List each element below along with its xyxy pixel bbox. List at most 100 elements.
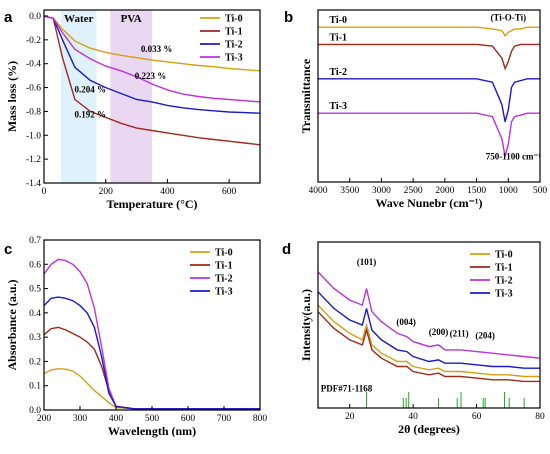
x-tick-label: 200: [99, 187, 114, 197]
y-tick-label: 0.7: [29, 236, 41, 246]
y-tick-label: 0.1: [29, 382, 41, 392]
panel-c: 200 300 400 500 600 700 800 0.0 0.1 0.2 0.3 0.4 0.5 0…: [4, 236, 267, 438]
x-tick-label: 500: [533, 186, 548, 196]
series-line-Ti-0: [43, 15, 261, 72]
y-tick-label: -0.2: [26, 36, 41, 46]
panel-a: Water PVA 0 200 400 600 0.0 -0.2 -0.4 -0.6 -0.8 -1.…: [4, 9, 261, 211]
legend-label-Ti-0: Ti-0: [225, 14, 243, 25]
series-line-Ti-2: [317, 271, 541, 359]
legend-label-Ti-1: Ti-1: [215, 261, 233, 272]
y-tick-label: -1.2: [26, 155, 41, 165]
series-label-Ti-3: Ti-3: [329, 101, 347, 112]
series-line-Ti-0: [317, 304, 540, 378]
y-tick-label: 0.3: [29, 333, 41, 343]
series-line-Ti-1: [317, 311, 540, 383]
x-tick-label: 600: [222, 187, 237, 197]
x-tick-label: 800: [253, 414, 268, 424]
annotation-0: (Ti-O-Ti): [490, 12, 526, 22]
series-line-Ti-0: [43, 367, 260, 410]
x-tick-label: 1000: [499, 186, 518, 196]
y-tick-label: 0.5: [29, 285, 41, 295]
annotation-1: 750-1100 cm⁻¹: [486, 152, 541, 162]
x-tick-label: 80: [535, 412, 545, 422]
x-tick-label: 200: [37, 414, 52, 424]
x-tick-label: 20: [345, 412, 355, 422]
y-tick-label: 0.4: [29, 309, 41, 319]
annotation-0: (101): [357, 257, 377, 267]
annotation-2: 0.204 %: [75, 84, 107, 94]
series-line-Ti-1: [43, 326, 260, 410]
legend-label-Ti-3: Ti-3: [225, 53, 243, 64]
legend-label-Ti-2: Ti-2: [215, 274, 233, 285]
region-label-1: PVA: [121, 13, 142, 25]
region-label-0: Water: [64, 13, 93, 25]
y-axis-label: Mass loss (%): [5, 61, 19, 132]
legend-label-Ti-1: Ti-1: [225, 27, 243, 38]
x-tick-label: 0: [42, 187, 47, 197]
legend-label-Ti-3: Ti-3: [215, 287, 233, 298]
y-tick-label: -0.6: [26, 84, 41, 94]
series-label-Ti-0: Ti-0: [329, 15, 347, 26]
series-line-Ti-3: [43, 296, 260, 410]
x-axis-label: Wavelength (nm): [108, 424, 196, 438]
series-line-Ti-3: [43, 15, 261, 103]
annotation-1: 0.223 %: [135, 71, 167, 81]
annotation-3: (211): [450, 329, 469, 339]
x-tick-label: 400: [109, 414, 124, 424]
panel-letter: a: [4, 9, 13, 26]
y-tick-label: -1.4: [26, 179, 41, 189]
series-line-Ti-3: [317, 291, 540, 369]
series-line-Ti-3: [318, 112, 540, 157]
y-tick-label: -0.4: [26, 60, 41, 70]
x-tick-label: 700: [217, 414, 232, 424]
x-tick-label: 3500: [340, 186, 359, 196]
series-line-Ti-1: [318, 43, 540, 71]
panel-letter: b: [284, 9, 293, 26]
y-tick-label: 0.0: [29, 406, 41, 416]
x-tick-label: 2500: [404, 186, 423, 196]
panel-b: 4000 3500 3000 2500 2000 1500 1000 500 Wave Nune…: [284, 9, 547, 210]
x-tick-label: 3000: [372, 186, 391, 196]
x-tick-label: 400: [160, 187, 175, 197]
x-tick-label: 2000: [435, 186, 454, 196]
series-line-Ti-0: [318, 26, 540, 37]
x-tick-label: 1500: [467, 186, 486, 196]
y-tick-label: 0.2: [29, 357, 41, 367]
x-tick-label: 4000: [309, 186, 328, 196]
series-label-Ti-1: Ti-1: [329, 32, 347, 43]
x-tick-label: 500: [145, 414, 160, 424]
region-1: [110, 10, 152, 183]
region-0: [60, 10, 97, 183]
y-axis-label: Transmittance: [299, 58, 313, 133]
legend-label-Ti-3: Ti-3: [495, 289, 513, 300]
x-tick-label: 300: [73, 414, 88, 424]
legend-label-Ti-2: Ti-2: [495, 276, 513, 287]
x-axis-label: 2θ (degrees): [398, 422, 460, 436]
panel-letter: d: [282, 241, 291, 258]
series-line-Ti-2: [43, 15, 261, 114]
x-axis-label: Temperature (°C): [106, 197, 197, 211]
panel-d: 20 40 60 80 2θ (degrees) Intensity(a.u.) d Ti-0…: [282, 241, 545, 436]
panel-letter: c: [4, 241, 12, 258]
annotation-5: PDF#71-1168: [321, 383, 373, 393]
series-line-Ti-1: [43, 15, 261, 146]
x-axis-label: Wave Nunebr (cm⁻¹): [375, 196, 482, 210]
y-tick-label: -1.0: [26, 131, 41, 141]
x-tick-label: 600: [181, 414, 196, 424]
y-tick-label: 0.0: [29, 12, 41, 22]
annotation-2: (200): [429, 327, 449, 337]
series-line-Ti-2: [318, 78, 540, 122]
axes-frame: [317, 9, 541, 183]
legend-label-Ti-2: Ti-2: [225, 40, 243, 51]
x-tick-label: 60: [472, 412, 482, 422]
annotation-3: 0.192 %: [75, 109, 107, 119]
y-tick-label: 0.6: [29, 260, 41, 270]
annotation-1: (004): [396, 317, 416, 327]
y-axis-label: Absorbance (a.u.): [5, 279, 19, 370]
axes-frame: [317, 241, 541, 409]
legend-label-Ti-1: Ti-1: [495, 263, 513, 274]
y-axis-label: Intensity(a.u.): [299, 289, 313, 361]
annotation-0: 0.033 %: [141, 44, 173, 54]
series-label-Ti-2: Ti-2: [329, 67, 347, 78]
